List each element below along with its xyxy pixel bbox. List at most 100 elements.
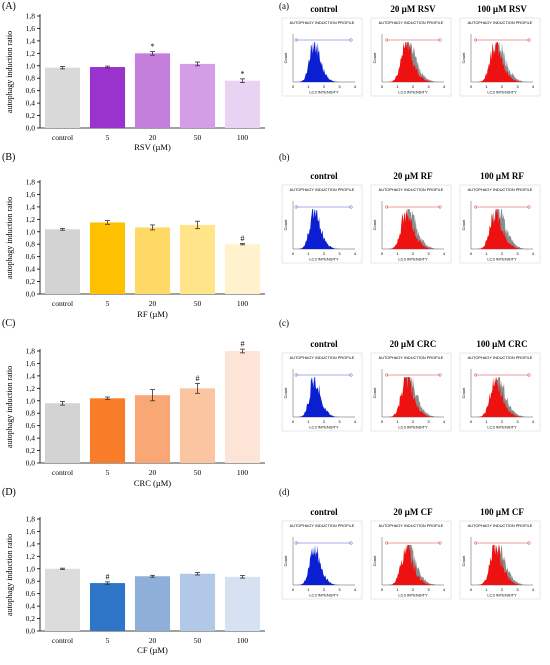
- y-tick-label: 0,4: [26, 265, 36, 274]
- x-axis-label: CRC (µM): [134, 478, 171, 488]
- histogram-x-tick: 3: [338, 84, 341, 89]
- histogram-x-tick: 0: [381, 84, 384, 89]
- y-tick-label: 1,0: [26, 396, 36, 405]
- histogram-x-label: LC3 INTENSITY: [487, 593, 517, 598]
- panel-label: (A): [2, 1, 16, 12]
- histogram-condition-label: 100 µM CF: [480, 507, 524, 517]
- panel-label: (b): [279, 152, 290, 162]
- y-axis-label: autophagy induction ratio: [5, 534, 14, 616]
- y-tick-label: 0,0: [26, 290, 36, 299]
- histogram-x-tick: 4: [354, 251, 357, 256]
- overlay-histogram: [382, 377, 444, 417]
- bar: [179, 63, 216, 128]
- histogram-condition-label: 100 µM CRC: [476, 339, 527, 349]
- histogram-frame: [281, 17, 363, 97]
- y-axis-label: autophagy induction ratio: [5, 366, 14, 448]
- histogram-3: 100 µM CRC AUTOPHAGY INDUCTION PROFILE Cou…: [459, 339, 541, 432]
- treated-histogram: [382, 377, 444, 417]
- gate-marker: [474, 205, 478, 209]
- y-tick-label: 1,2: [26, 384, 36, 393]
- x-tick-label: 20: [149, 133, 157, 142]
- histogram-2: 20 µM CF AUTOPHAGY INDUCTION PROFILE Count…: [370, 507, 452, 600]
- gate-marker: [349, 205, 353, 209]
- histogram-row-2: (b) control AUTOPHAGY INDUCTION PROFILE Cou…: [279, 152, 541, 264]
- histogram-x-tick: 2: [412, 251, 415, 256]
- histogram-x-tick: 3: [427, 84, 430, 89]
- y-tick-label: 0,6: [26, 589, 36, 598]
- histogram-x-tick: 0: [470, 587, 473, 592]
- panel-label: (d): [279, 487, 290, 497]
- y-tick-label: 0,8: [26, 74, 36, 83]
- histogram-x-tick: 2: [412, 419, 415, 424]
- gate-marker: [438, 205, 442, 209]
- significance-mark: #: [196, 374, 200, 383]
- gate-marker: [527, 373, 531, 377]
- gate-marker: [294, 373, 298, 377]
- y-tick-label: 0,6: [26, 252, 36, 261]
- gate-marker: [474, 541, 478, 545]
- histogram-x-tick: 2: [323, 251, 326, 256]
- histogram-x-tick: 0: [470, 251, 473, 256]
- y-tick-label: 0,2: [26, 277, 36, 286]
- treated-histogram: [382, 545, 444, 585]
- bar: [134, 53, 171, 129]
- bar-panel-4: (D) 0,0 0,2 0,4 0,6 0,8 1,0 1,2 1,4 1,6 1,8 autopha…: [2, 487, 265, 655]
- histogram-x-tick: 0: [292, 419, 295, 424]
- y-tick-label: 1,4: [26, 539, 36, 548]
- panel-label: (c): [279, 318, 289, 328]
- histogram-y-label: Count: [461, 555, 466, 567]
- treated-histogram: [382, 42, 444, 82]
- bar-panel-1: (A) 0,0 0,2 0,4 0,6 0,8 1,0 1,2 1,4 1,6 1,8 autopha…: [2, 1, 265, 152]
- overlay-histogram: [382, 42, 444, 82]
- histogram-x-tick: 4: [532, 419, 535, 424]
- x-tick-label: control: [52, 133, 73, 142]
- x-tick-label: 5: [106, 468, 110, 477]
- y-tick-label: 1,2: [26, 552, 36, 561]
- y-tick-label: 1,2: [26, 215, 36, 224]
- histogram-x-label: LC3 INTENSITY: [487, 90, 517, 95]
- x-tick-label: 5: [106, 299, 110, 308]
- x-tick-label: control: [52, 299, 73, 308]
- x-axis-label: RSV (µM): [134, 142, 171, 152]
- histogram-y-label: Count: [283, 387, 288, 399]
- y-tick-label: 0,8: [26, 409, 36, 418]
- histogram-x-tick: 2: [501, 419, 504, 424]
- y-tick-label: 1,8: [26, 12, 36, 21]
- histogram-x-tick: 4: [354, 84, 357, 89]
- y-tick-label: 0,6: [26, 421, 36, 430]
- x-tick-label: 100: [237, 133, 249, 142]
- histogram-x-tick: 2: [412, 587, 415, 592]
- y-tick-label: 1,6: [26, 527, 36, 536]
- y-tick-label: 1,4: [26, 371, 36, 380]
- gate-marker: [349, 541, 353, 545]
- histogram-x-tick: 2: [412, 84, 415, 89]
- bar: [89, 583, 126, 631]
- histogram-x-tick: 2: [323, 84, 326, 89]
- y-tick-label: 0,4: [26, 99, 36, 108]
- y-tick-label: 1,6: [26, 24, 36, 33]
- histogram-x-tick: 4: [443, 419, 446, 424]
- y-tick-label: 1,4: [26, 202, 36, 211]
- gate-marker: [474, 373, 478, 377]
- bar: [44, 403, 81, 463]
- bar: [179, 388, 216, 463]
- histogram-x-tick: 3: [516, 587, 519, 592]
- y-tick-label: 1,8: [26, 347, 36, 356]
- histogram-x-tick: 1: [396, 419, 399, 424]
- x-tick-label: 50: [194, 299, 202, 308]
- histogram-title: AUTOPHAGY INDUCTION PROFILE: [468, 20, 533, 25]
- histogram-y-label: Count: [283, 219, 288, 231]
- histogram-x-tick: 2: [323, 419, 326, 424]
- y-tick-label: 1,0: [26, 61, 36, 70]
- y-tick-label: 0,0: [26, 459, 36, 468]
- histogram-x-tick: 0: [381, 587, 384, 592]
- bar: [179, 224, 216, 294]
- histogram-condition-label: 20 µM RF: [393, 171, 433, 181]
- x-tick-label: 100: [237, 636, 249, 645]
- histogram-x-tick: 4: [532, 84, 535, 89]
- histogram-x-tick: 4: [354, 587, 357, 592]
- bar-panel-3: (C) 0,0 0,2 0,4 0,6 0,8 1,0 1,2 1,4 1,6 1,8 autopha…: [2, 318, 265, 488]
- significance-mark: #: [241, 234, 245, 243]
- histogram-x-tick: 3: [427, 251, 430, 256]
- x-tick-label: control: [52, 636, 73, 645]
